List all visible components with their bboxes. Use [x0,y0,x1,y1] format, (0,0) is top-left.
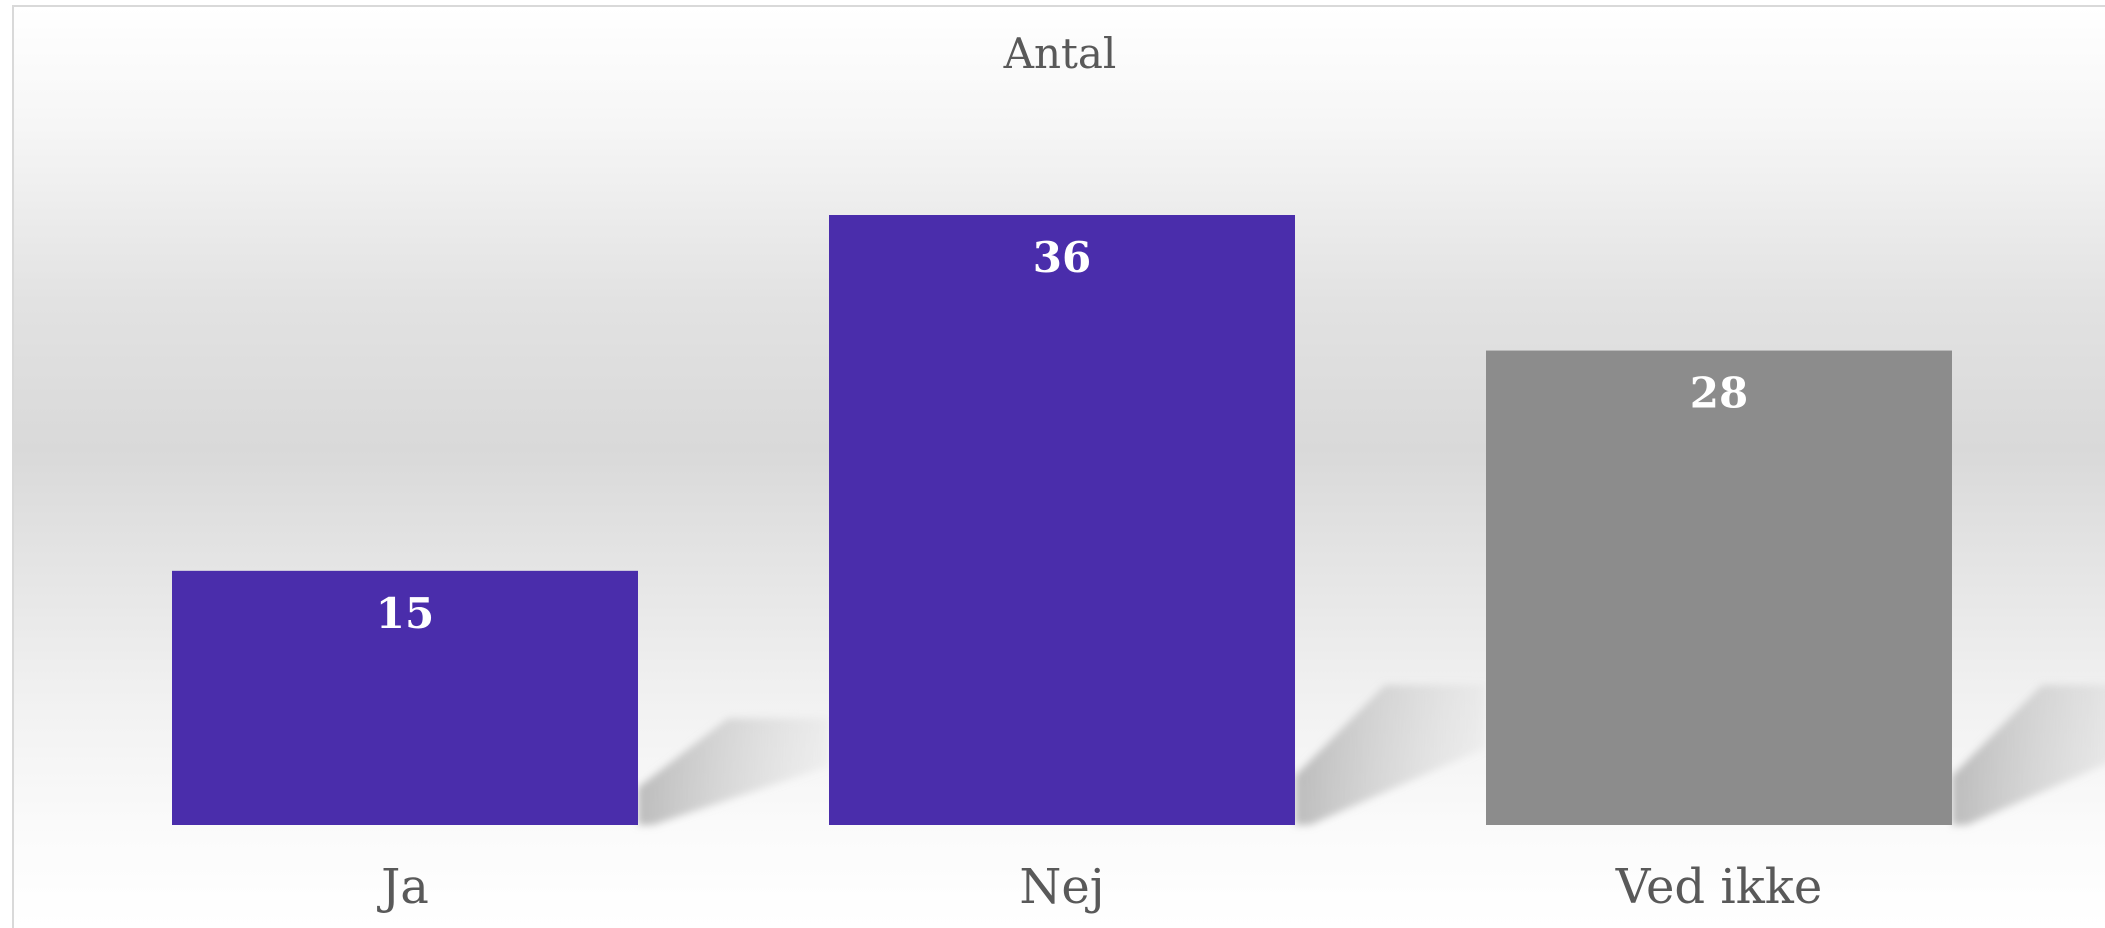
bar-ved-ikke[interactable] [1486,350,1952,825]
bar-nej[interactable] [829,215,1295,825]
data-labels: 15 36 28 [376,233,1748,638]
data-label: 36 [1033,233,1091,282]
category-label: Ved ikke [1615,859,1823,915]
bar-ja[interactable] [172,570,638,825]
category-label: Ja [376,859,429,915]
chart-title: Antal [1003,29,1117,78]
category-labels: Ja Nej Ved ikke [376,859,1822,915]
data-label: 15 [376,589,434,638]
bar-shadow [1952,685,2105,825]
bar-shadow [638,718,828,825]
category-label: Nej [1019,859,1104,915]
data-label: 28 [1690,369,1748,418]
bar-shadows [638,685,2105,825]
bar-shadow [1295,685,1485,825]
bars [172,215,1952,825]
